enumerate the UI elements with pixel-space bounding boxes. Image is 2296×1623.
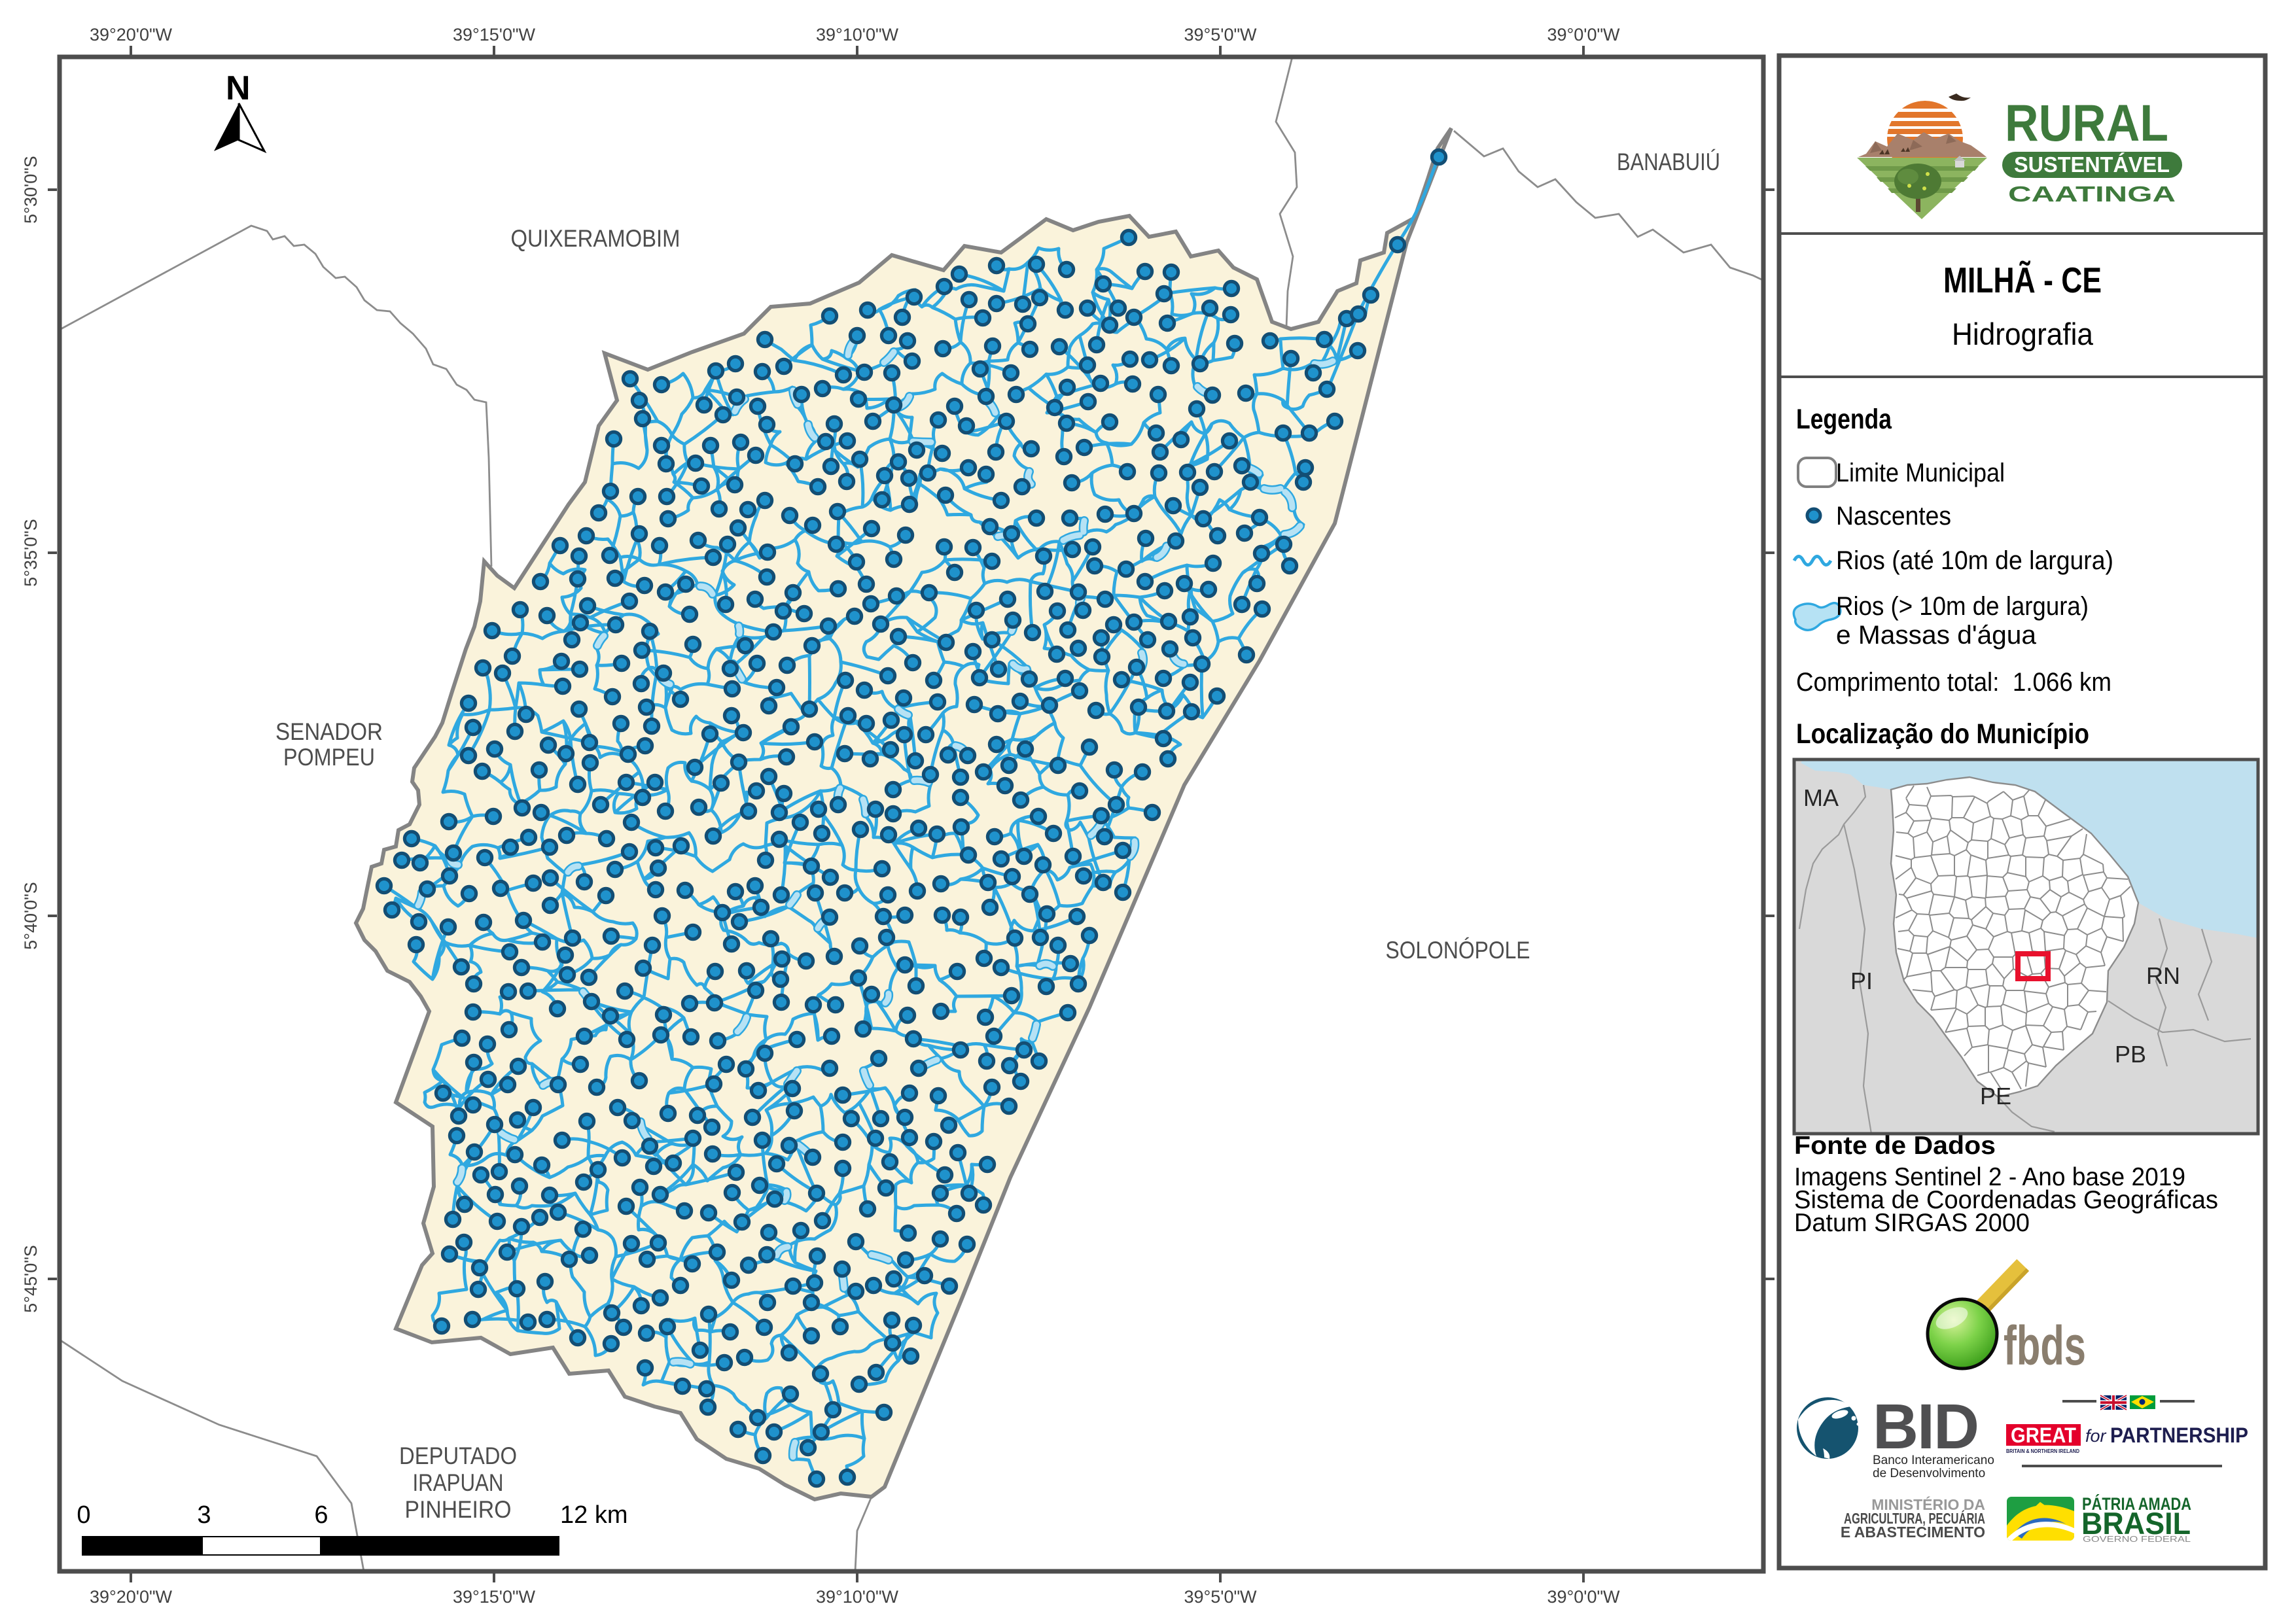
svg-text:Datum SIRGAS 2000: Datum SIRGAS 2000: [1794, 1209, 2030, 1237]
svg-text:e Massas d'água: e Massas d'água: [1836, 621, 2037, 650]
svg-text:Imagens Sentinel 2 - Ano base: Imagens Sentinel 2 - Ano base 2019: [1794, 1163, 2185, 1191]
svg-text:Comprimento total: 1.066 km: Comprimento total: 1.066 km: [1796, 668, 2111, 697]
svg-text:PINHEIRO: PINHEIRO: [405, 1496, 512, 1523]
svg-text:GOVERNO FEDERAL: GOVERNO FEDERAL: [2083, 1534, 2191, 1544]
svg-text:MINISTÉRIO DA: MINISTÉRIO DA: [1871, 1495, 1985, 1513]
svg-text:Banco Interamericano: Banco Interamericano: [1873, 1454, 1994, 1467]
svg-text:BRASIL: BRASIL: [2081, 1506, 2191, 1541]
svg-text:PB: PB: [2115, 1041, 2146, 1068]
svg-text:QUIXERAMOBIM: QUIXERAMOBIM: [511, 225, 680, 252]
svg-text:de Desenvolvimento: de Desenvolvimento: [1873, 1467, 1985, 1480]
svg-text:Fonte de Dados: Fonte de Dados: [1794, 1132, 1996, 1160]
svg-text:39°15'0"W: 39°15'0"W: [453, 1587, 536, 1607]
svg-text:5°30'0"S: 5°30'0"S: [21, 156, 41, 224]
svg-text:Hidrografia: Hidrografia: [1952, 317, 2094, 351]
svg-text:39°15'0"W: 39°15'0"W: [453, 25, 536, 44]
svg-text:0: 0: [77, 1501, 90, 1529]
svg-text:12 km: 12 km: [560, 1501, 627, 1529]
svg-text:39°5'0"W: 39°5'0"W: [1184, 1587, 1257, 1607]
svg-text:BRITAIN & NORTHERN IRELAND: BRITAIN & NORTHERN IRELAND: [2006, 1448, 2079, 1454]
svg-text:fbds: fbds: [2004, 1315, 2086, 1376]
svg-text:39°0'0"W: 39°0'0"W: [1547, 25, 1620, 44]
svg-text:IRAPUAN: IRAPUAN: [413, 1469, 504, 1496]
svg-text:Legenda: Legenda: [1796, 404, 1892, 435]
svg-text:39°20'0"W: 39°20'0"W: [90, 1587, 173, 1607]
svg-text:BANABUIÚ: BANABUIÚ: [1617, 148, 1720, 175]
svg-text:5°35'0"S: 5°35'0"S: [21, 519, 41, 587]
svg-text:N: N: [226, 69, 251, 107]
svg-text:3: 3: [197, 1501, 211, 1529]
svg-text:SUSTENTÁVEL: SUSTENTÁVEL: [2014, 152, 2170, 177]
svg-text:for: for: [2085, 1426, 2107, 1446]
svg-text:Rios (> 10m de largura): Rios (> 10m de largura): [1836, 592, 2089, 621]
svg-text:POMPEU: POMPEU: [283, 744, 375, 771]
svg-text:5°40'0"S: 5°40'0"S: [21, 882, 41, 950]
svg-text:DEPUTADO: DEPUTADO: [399, 1442, 517, 1469]
svg-text:PI: PI: [1850, 968, 1873, 994]
svg-text:39°20'0"W: 39°20'0"W: [90, 25, 173, 44]
svg-text:PARTNERSHIP: PARTNERSHIP: [2110, 1423, 2248, 1447]
svg-text:39°10'0"W: 39°10'0"W: [816, 1587, 899, 1607]
svg-text:39°10'0"W: 39°10'0"W: [816, 25, 899, 44]
svg-text:BID: BID: [1873, 1391, 1978, 1462]
svg-text:5°45'0"S: 5°45'0"S: [21, 1245, 41, 1313]
svg-text:39°5'0"W: 39°5'0"W: [1184, 25, 1257, 44]
svg-text:RN: RN: [2146, 962, 2180, 989]
svg-text:SENADOR: SENADOR: [275, 718, 383, 745]
svg-text:MILHÃ - CE: MILHÃ - CE: [1943, 260, 2102, 300]
svg-text:Nascentes: Nascentes: [1836, 502, 1951, 531]
svg-text:GREAT: GREAT: [2011, 1423, 2076, 1447]
svg-text:AGRICULTURA, PECUÁRIA: AGRICULTURA, PECUÁRIA: [1844, 1509, 1985, 1527]
svg-text:CAATINGA: CAATINGA: [2008, 182, 2176, 206]
svg-text:MA: MA: [1803, 784, 1839, 811]
svg-text:E ABASTECIMENTO: E ABASTECIMENTO: [1841, 1524, 1985, 1541]
svg-text:Rios (até 10m de largura): Rios (até 10m de largura): [1836, 546, 2113, 575]
svg-text:Sistema de Coordenadas Geográf: Sistema de Coordenadas Geográficas: [1794, 1186, 2218, 1214]
svg-text:39°0'0"W: 39°0'0"W: [1547, 1587, 1620, 1607]
svg-text:Localização do Município: Localização do Município: [1796, 718, 2089, 750]
svg-text:SOLONÓPOLE: SOLONÓPOLE: [1386, 937, 1530, 964]
svg-text:PE: PE: [1980, 1083, 2011, 1109]
svg-text:RURAL: RURAL: [2005, 94, 2168, 152]
svg-text:6: 6: [314, 1501, 328, 1529]
svg-text:PÁTRIA AMADA: PÁTRIA AMADA: [2082, 1493, 2191, 1514]
svg-text:Limite Municipal: Limite Municipal: [1836, 459, 2005, 487]
